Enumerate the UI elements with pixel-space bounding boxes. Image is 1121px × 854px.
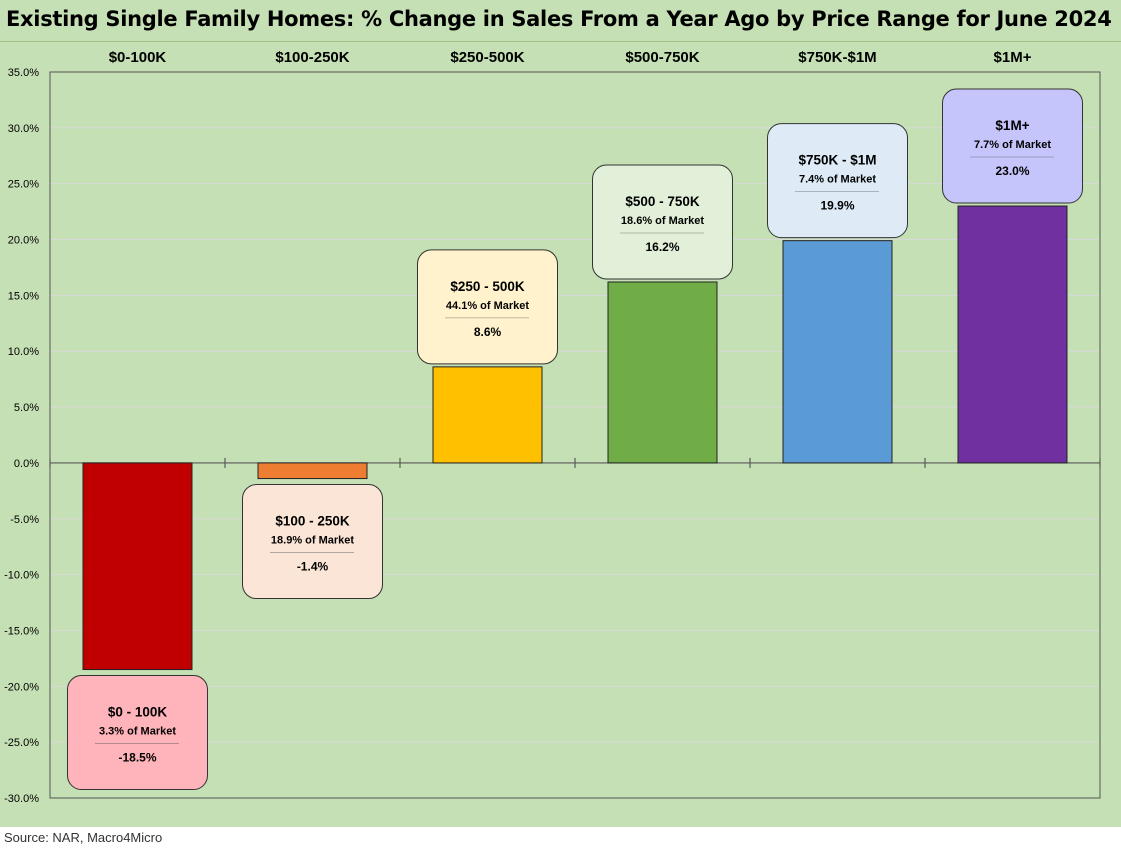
bar [957, 205, 1068, 464]
annotation-background [592, 164, 733, 280]
y-tick-label: 15.0% [8, 290, 39, 302]
bars [82, 205, 1068, 671]
annotation-box: $1M+ 7.7% of Market 23.0% [942, 88, 1083, 204]
bar [82, 462, 193, 671]
gridline [50, 685, 1100, 687]
category-header: $750K-$1M [798, 49, 876, 66]
annotation-background [417, 249, 558, 365]
annotation-background [67, 675, 208, 791]
y-tick-label: -5.0% [10, 514, 39, 526]
annotation-title: $100 - 250K [275, 514, 350, 529]
y-tick-label: -25.0% [4, 737, 39, 749]
annotation-background [767, 123, 908, 239]
y-tick-label: 35.0% [8, 67, 39, 79]
annotation-share: 44.1% of Market [446, 300, 529, 312]
annotations: $0 - 100K 3.3% of Market -18.5% $100 - 250K… [67, 88, 1083, 791]
category-header: $1M+ [994, 49, 1032, 66]
annotation-box: $750K - $1M 7.4% of Market 19.9% [767, 123, 908, 239]
y-tick-label: 25.0% [8, 179, 39, 191]
y-tick-label: 0.0% [14, 458, 39, 470]
gridline [50, 127, 1100, 129]
title-bar: Existing Single Family Homes: % Change i… [0, 0, 1121, 42]
annotation-value: 23.0% [995, 164, 1029, 178]
y-tick-label: -10.0% [4, 570, 39, 582]
annotation-title: $500 - 750K [625, 194, 700, 209]
source-note: Source: NAR, Macro4Micro [4, 830, 163, 845]
y-tick-label: -15.0% [4, 625, 39, 637]
gridline [50, 518, 1100, 520]
y-tick-label: 30.0% [8, 123, 39, 135]
annotation-title: $750K - $1M [798, 153, 876, 168]
annotation-value: -18.5% [118, 751, 156, 765]
annotation-box: $0 - 100K 3.3% of Market -18.5% [67, 675, 208, 791]
y-tick-label: 20.0% [8, 235, 39, 247]
annotation-share: 7.7% of Market [974, 139, 1051, 151]
annotation-title: $250 - 500K [450, 279, 525, 294]
y-axis-ticks: 35.0% 30.0% 25.0% 20.0% 15.0% 10.0% 5.0% 0.0% -5… [4, 67, 39, 805]
y-tick-label: 10.0% [8, 346, 39, 358]
annotation-title: $0 - 100K [108, 705, 168, 720]
category-header: $500-750K [625, 49, 699, 66]
bar [257, 462, 368, 480]
annotation-background [942, 88, 1083, 204]
y-tick-label: 5.0% [14, 402, 39, 414]
annotation-box: $100 - 250K 18.9% of Market -1.4% [242, 484, 383, 600]
annotation-value: 19.9% [820, 199, 854, 213]
annotation-value: 8.6% [474, 325, 502, 339]
bar [607, 281, 718, 464]
category-header: $0-100K [109, 49, 167, 66]
bar [782, 240, 893, 464]
gridline [50, 406, 1100, 408]
chart-title: Existing Single Family Homes: % Change i… [6, 7, 1112, 31]
gridline [50, 629, 1100, 631]
annotation-share: 18.6% of Market [621, 215, 704, 227]
gridline [50, 239, 1100, 241]
annotation-box: $250 - 500K 44.1% of Market 8.6% [417, 249, 558, 365]
annotation-share: 18.9% of Market [271, 535, 354, 547]
gridline [50, 294, 1100, 296]
category-header: $100-250K [275, 49, 349, 66]
gridline [50, 183, 1100, 185]
annotation-value: -1.4% [297, 560, 329, 574]
bar [432, 366, 543, 464]
category-header: $250-500K [450, 49, 524, 66]
category-headers: $0-100K $100-250K $250-500K $500-750K $750K-… [109, 49, 1032, 66]
gridline [50, 574, 1100, 576]
annotation-background [242, 484, 383, 600]
y-tick-label: -20.0% [4, 681, 39, 693]
annotation-title: $1M+ [995, 118, 1029, 133]
gridline [50, 350, 1100, 352]
annotation-share: 3.3% of Market [99, 726, 176, 738]
gridline [50, 741, 1100, 743]
plot-border [49, 71, 1101, 799]
annotation-share: 7.4% of Market [799, 174, 876, 186]
y-tick-label: -30.0% [4, 793, 39, 805]
annotation-value: 16.2% [645, 240, 679, 254]
annotation-box: $500 - 750K 18.6% of Market 16.2% [592, 164, 733, 280]
